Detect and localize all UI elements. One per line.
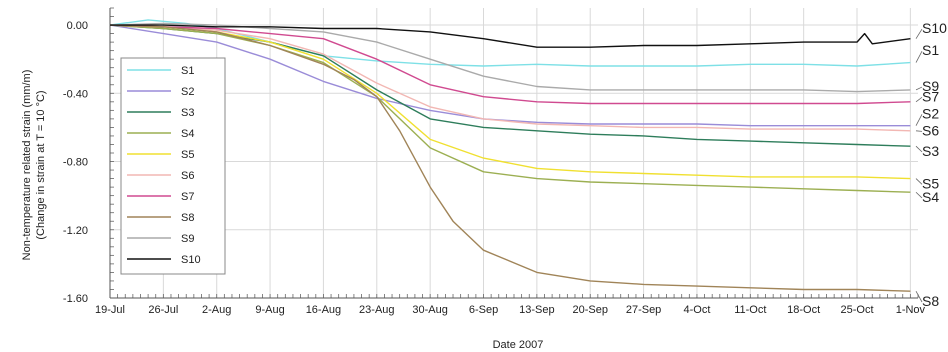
y-tick-label: -0.40: [63, 88, 88, 100]
end-label-s3: S3: [922, 143, 939, 159]
x-tick-label: 30-Aug: [412, 304, 447, 316]
series-lines: [109, 19, 911, 292]
y-tick-label: -0.80: [63, 157, 88, 169]
end-label-s2: S2: [922, 105, 939, 121]
y-tick-label: -1.20: [63, 225, 88, 237]
x-tick-label: 13-Sep: [519, 304, 554, 316]
end-label-s5: S5: [922, 175, 939, 191]
x-tick-label: 11-Oct: [734, 304, 766, 316]
legend-label-s9: S9: [181, 233, 194, 245]
x-tick-label: 25-Oct: [841, 304, 874, 316]
x-tick-label: 27-Sep: [626, 304, 661, 316]
end-label-s7: S7: [922, 88, 939, 104]
end-label-leader: [915, 130, 923, 132]
x-tick-label: 4-Oct: [683, 304, 710, 316]
legend-label-s8: S8: [181, 212, 194, 224]
end-label-leader: [915, 145, 923, 153]
x-tick-label: 1-Nov: [896, 304, 926, 316]
series-line-s7: [109, 24, 911, 105]
series-line-s6: [109, 24, 911, 132]
end-label-s6: S6: [922, 122, 939, 138]
legend-label-s6: S6: [181, 170, 194, 182]
series-line-s5: [109, 24, 911, 180]
x-tick-label: 18-Oct: [787, 304, 820, 316]
legend-label-s1: S1: [181, 65, 194, 77]
x-tick-label: 19-Jul: [95, 304, 125, 316]
x-tick-label: 2-Aug: [202, 304, 231, 316]
series-line-s10: [110, 24, 911, 48]
legend: S1 S2 S3 S4 S5 S6 S7 S8 S9 S10: [120, 57, 226, 275]
series-line-s4: [109, 24, 911, 193]
series-line-s8: [109, 24, 911, 292]
end-label-s8: S8: [922, 293, 939, 309]
grid-lines: [109, 8, 918, 299]
x-tick-label: 16-Aug: [306, 304, 341, 316]
y-tick-label: 0.00: [67, 20, 88, 32]
legend-label-s3: S3: [181, 107, 194, 119]
end-label-s1: S1: [922, 42, 939, 58]
series-line-s2: [109, 24, 911, 127]
x-tick-label: 9-Aug: [255, 304, 284, 316]
end-label-s9: S9: [922, 78, 939, 94]
end-label-leader: [915, 191, 923, 199]
legend-label-s10: S10: [181, 254, 201, 266]
y-tick-label: -1.60: [63, 293, 88, 305]
y-axis-title: Non-temperature related strain (mm/m): [21, 70, 33, 261]
x-axis-title: Date 2007: [493, 339, 544, 351]
end-label-leader: [915, 96, 923, 103]
x-tick-label: 6-Sep: [469, 304, 498, 316]
x-tick-label: 26-Jul: [148, 304, 178, 316]
legend-label-s7: S7: [181, 191, 194, 203]
end-label-s10: S10: [922, 20, 947, 36]
x-tick-label: 23-Aug: [359, 304, 394, 316]
end-label-leader: [915, 178, 923, 185]
end-label-leader: [915, 28, 923, 39]
legend-label-s2: S2: [181, 86, 194, 98]
legend-label-s4: S4: [181, 128, 194, 140]
end-label-leader: [915, 86, 923, 91]
y-axis-subtitle: (Change in strain at T = 10 °C): [35, 90, 47, 239]
end-label-leader: [915, 114, 923, 126]
end-label-leader: [915, 51, 923, 63]
series-line-s3: [109, 24, 911, 147]
end-label-leader: [915, 290, 923, 303]
x-tick-label: 20-Sep: [572, 304, 607, 316]
legend-label-s5: S5: [181, 149, 194, 161]
end-label-s4: S4: [922, 189, 939, 205]
series-line-s9: [109, 22, 911, 93]
axes: 19-Jul 26-Jul 2-Aug 9-Aug 16-Aug 23-Aug 30-Aug…: [63, 7, 926, 316]
